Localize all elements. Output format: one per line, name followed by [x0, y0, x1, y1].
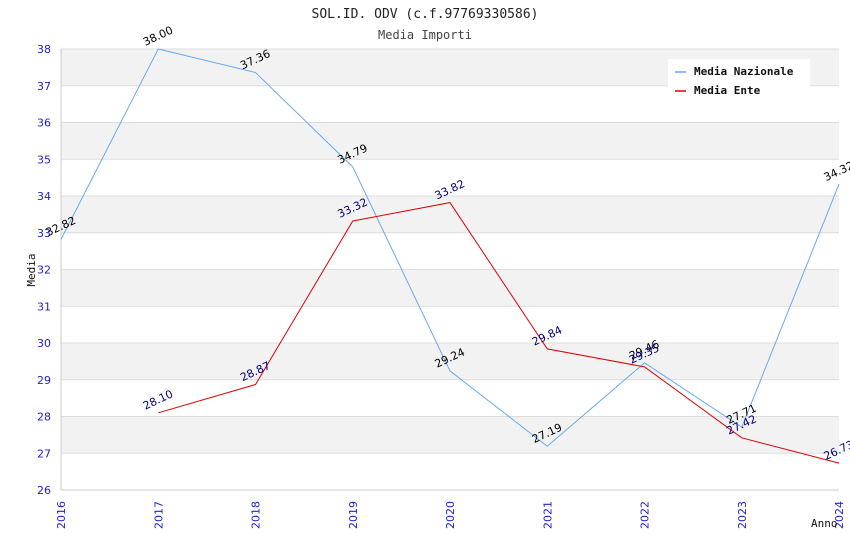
- x-axis-label: Anno: [811, 517, 838, 530]
- axes: [60, 49, 839, 491]
- y-tick-label: 32: [37, 264, 51, 277]
- x-tick-label: 2020: [444, 501, 457, 529]
- series-line-0: [60, 48, 840, 447]
- x-tick-label: 2019: [347, 501, 360, 529]
- grid-lines: [61, 48, 839, 491]
- grid-band: [61, 269, 839, 307]
- y-axis-label: Media: [25, 253, 38, 286]
- data-label: 34.32: [822, 159, 850, 184]
- data-label: 28.10: [141, 387, 175, 412]
- x-tick-label: 2023: [736, 501, 749, 529]
- y-tick-labels: 26 27 28 29 30 31 32 33 34 35 36 37 38: [37, 43, 51, 497]
- y-tick-label: 33: [37, 227, 51, 240]
- y-tick-label: 29: [37, 374, 51, 387]
- x-tick-label: 2016: [55, 501, 68, 529]
- x-tick-labels: 2016 2017 2018 2019 2020 2021 2022 2023 2024: [55, 501, 846, 529]
- y-tick-label: 34: [37, 190, 51, 203]
- series-lines: [60, 48, 840, 464]
- x-tick-label: 2017: [152, 501, 165, 529]
- x-tick-label: 2022: [639, 501, 652, 529]
- grid-bands: [61, 49, 839, 454]
- y-tick-label: 26: [37, 484, 51, 497]
- legend-label-ente: Media Ente: [694, 84, 761, 97]
- y-tick-label: 36: [37, 117, 51, 130]
- x-tick-label: 2024: [833, 501, 846, 529]
- y-tick-label: 27: [37, 447, 51, 460]
- data-label: 38.00: [141, 24, 175, 49]
- legend: Media Nazionale Media Ente: [668, 59, 810, 97]
- y-tick-label: 38: [37, 43, 51, 56]
- grid-band: [61, 196, 839, 233]
- y-tick-label: 30: [37, 337, 51, 350]
- grid-band: [61, 122, 839, 160]
- y-tick-label: 31: [37, 300, 51, 313]
- legend-box: [668, 59, 810, 87]
- x-tick-label: 2018: [250, 501, 263, 529]
- y-tick-label: 28: [37, 411, 51, 424]
- series-line-1: [158, 202, 840, 464]
- y-tick-label: 35: [37, 153, 51, 166]
- legend-label-nazionale: Media Nazionale: [694, 65, 794, 78]
- chart-subtitle: Media Importi: [378, 28, 472, 42]
- grid-band: [61, 343, 839, 380]
- x-tick-label: 2021: [541, 501, 554, 529]
- y-tick-label: 37: [37, 80, 51, 93]
- chart-title: SOL.ID. ODV (c.f.97769330586): [312, 7, 539, 22]
- grid-band: [61, 416, 839, 454]
